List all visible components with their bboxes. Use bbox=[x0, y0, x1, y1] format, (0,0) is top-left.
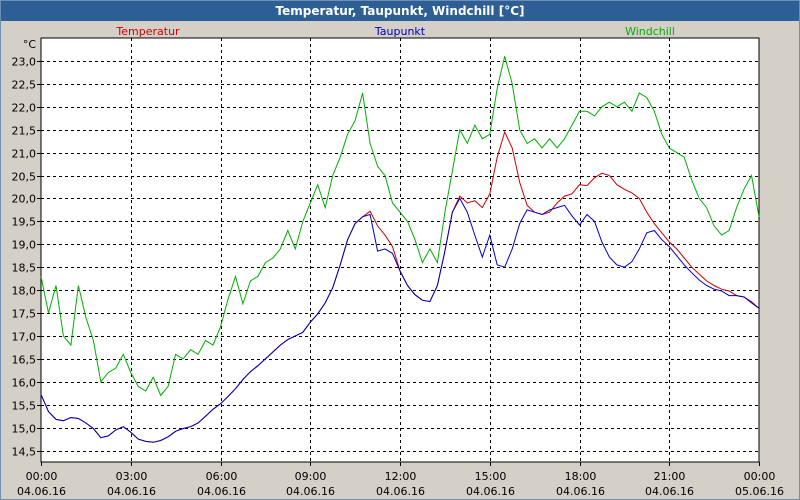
y-tick-label: 20,5 bbox=[12, 171, 37, 184]
x-tick-time: 09:00 bbox=[295, 470, 327, 483]
y-tick-label: 17,0 bbox=[12, 331, 37, 344]
series-taupunkt-line bbox=[40, 197, 760, 443]
y-axis-unit: °C bbox=[23, 38, 37, 51]
y-tick-label: 16,5 bbox=[12, 354, 37, 367]
x-tick-date: 04.06.16 bbox=[286, 485, 335, 498]
y-tick-label: 15,5 bbox=[12, 400, 37, 413]
x-tick-date: 05.06.16 bbox=[735, 485, 784, 498]
x-tick-time: 00:00 bbox=[26, 470, 58, 483]
x-tick-date: 04.06.16 bbox=[466, 485, 515, 498]
y-tick-label: 18,0 bbox=[12, 285, 37, 298]
legend-taupunkt: Taupunkt bbox=[374, 25, 426, 38]
y-tick-label: 15,0 bbox=[12, 423, 37, 436]
x-tick-time: 12:00 bbox=[385, 470, 417, 483]
y-tick-label: 16,0 bbox=[12, 377, 37, 390]
y-tick-label: 22,0 bbox=[12, 102, 37, 115]
y-tick-label: 22,5 bbox=[12, 79, 37, 92]
x-tick-time: 21:00 bbox=[654, 470, 686, 483]
y-tick-label: 21,0 bbox=[12, 148, 37, 161]
x-tick-date: 04.06.16 bbox=[197, 485, 246, 498]
x-tick-date: 04.06.16 bbox=[645, 485, 694, 498]
x-tick-time: 15:00 bbox=[475, 470, 507, 483]
x-tick-date: 04.06.16 bbox=[556, 485, 605, 498]
window-title: Temperatur, Taupunkt, Windchill [°C] bbox=[1, 1, 799, 21]
x-tick-time: 03:00 bbox=[116, 470, 148, 483]
y-tick-label: 14,5 bbox=[12, 446, 37, 459]
legend-windchill: Windchill bbox=[625, 25, 675, 38]
y-tick-label: 20,0 bbox=[12, 193, 37, 206]
x-tick-time: 00:00 bbox=[744, 470, 776, 483]
y-tick-label: 19,5 bbox=[12, 216, 37, 229]
x-tick-time: 06:00 bbox=[206, 470, 238, 483]
x-tick-time: 18:00 bbox=[565, 470, 597, 483]
y-tick-label: 21,5 bbox=[12, 125, 37, 138]
series-windchill-line bbox=[40, 56, 760, 397]
y-tick-label: 23,0 bbox=[12, 56, 37, 69]
y-tick-label: 17,5 bbox=[12, 308, 37, 321]
x-tick-date: 04.06.16 bbox=[376, 485, 425, 498]
y-tick-label: 19,0 bbox=[12, 239, 37, 252]
legend-temperatur: Temperatur bbox=[115, 25, 180, 38]
y-tick-label: 18,5 bbox=[12, 262, 37, 275]
x-tick-date: 04.06.16 bbox=[107, 485, 156, 498]
x-tick-date: 04.06.16 bbox=[17, 485, 66, 498]
